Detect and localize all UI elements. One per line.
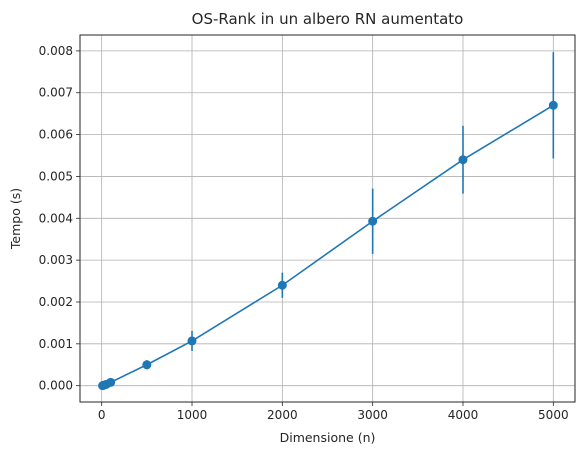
x-tick-label: 5000 <box>538 408 569 422</box>
data-point <box>368 216 378 226</box>
x-tick-label: 3000 <box>357 408 388 422</box>
y-tick-label: 0.000 <box>39 379 73 393</box>
y-tick-label: 0.005 <box>39 169 73 183</box>
x-tick-label: 1000 <box>177 408 208 422</box>
grid <box>80 35 575 402</box>
x-axis: 0 1000 2000 3000 4000 5000 <box>98 402 569 422</box>
chart-title: OS-Rank in un albero RN aumentato <box>192 10 464 28</box>
data-point <box>458 155 468 165</box>
y-axis: 0.000 0.001 0.002 0.003 0.004 0.005 0.006 0.007… <box>39 44 80 393</box>
x-tick-label: 0 <box>98 408 106 422</box>
y-tick-label: 0.006 <box>39 128 73 142</box>
y-tick-label: 0.008 <box>39 44 73 58</box>
y-tick-label: 0.007 <box>39 86 73 100</box>
data-point <box>142 360 152 370</box>
data-point <box>106 377 116 387</box>
data-point <box>548 100 558 110</box>
series <box>98 52 558 391</box>
y-tick-label: 0.002 <box>39 295 73 309</box>
x-tick-label: 2000 <box>267 408 298 422</box>
data-point <box>187 336 197 346</box>
y-tick-label: 0.003 <box>39 253 73 267</box>
y-axis-label: Tempo (s) <box>8 188 23 250</box>
y-tick-label: 0.004 <box>39 211 73 225</box>
data-point <box>277 280 287 290</box>
y-tick-label: 0.001 <box>39 337 73 351</box>
x-axis-label: Dimensione (n) <box>280 430 376 445</box>
x-tick-label: 4000 <box>448 408 479 422</box>
